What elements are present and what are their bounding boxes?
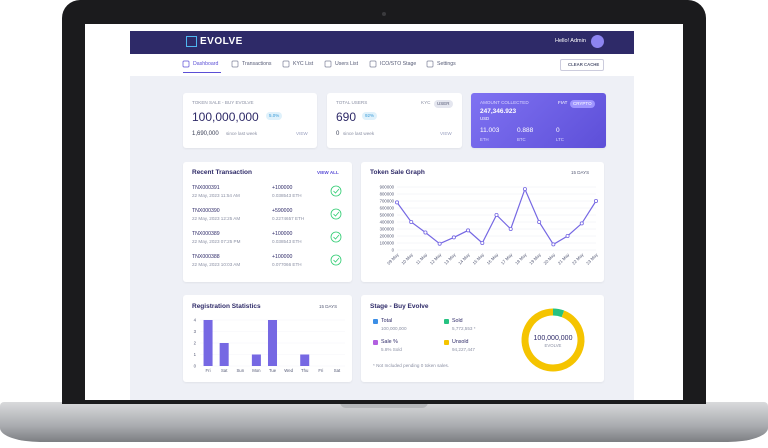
nav-tab[interactable]: ICO/STO Stage xyxy=(380,61,417,67)
change-note: since last week xyxy=(226,131,258,136)
transaction-tokens: +100000 xyxy=(272,254,293,260)
range-select[interactable]: 15 DAYS xyxy=(571,170,590,175)
view-all-link[interactable]: VIEW ALL xyxy=(317,170,339,175)
view-link[interactable]: VIEW xyxy=(296,131,308,136)
transaction-amount: 0.038543 ETH xyxy=(272,193,302,198)
toggle-option-active[interactable]: USER xyxy=(434,100,453,108)
transaction-tokens: +100000 xyxy=(272,185,293,191)
legend-value: 5,772,553 * xyxy=(452,326,476,331)
change-value: 0 xyxy=(336,131,340,137)
toggle-option[interactable]: FIAT xyxy=(558,100,568,105)
amount-total: 247,346.923 xyxy=(480,108,517,115)
change-value: 1,690,000 xyxy=(192,131,219,137)
token-sale-card xyxy=(183,93,317,148)
currency-amount: 0.888 xyxy=(517,127,534,134)
legend-name: Sold xyxy=(452,318,463,324)
transaction-tokens: +100000 xyxy=(272,231,293,237)
toggle-option[interactable]: KYC xyxy=(421,100,431,105)
currency-amount: 0 xyxy=(556,127,560,134)
token-amount: 100,000,000 xyxy=(192,110,259,124)
currency-amount: 11.003 xyxy=(480,127,500,134)
amount-unit: USD xyxy=(480,116,490,121)
card-title: Recent Transaction xyxy=(192,169,252,176)
badge: 92% xyxy=(362,112,378,120)
user-count: 690 xyxy=(336,110,357,124)
transaction-date: 22 May, 2023 12:25 AM xyxy=(192,216,241,221)
avatar[interactable] xyxy=(591,35,604,48)
currency-unit: ETH xyxy=(480,137,489,142)
legend-name: Unsold xyxy=(452,339,469,345)
card-title: AMOUNT COLLECTED xyxy=(480,100,529,105)
transaction-id: TNX000389 xyxy=(192,231,220,237)
transaction-amount: 0.038543 ETH xyxy=(272,239,302,244)
greeting: Hello! Admin xyxy=(555,38,586,44)
logo-text: EVOLVE xyxy=(200,36,243,47)
transaction-date: 22 May, 2023 10:03 AM xyxy=(192,262,241,267)
nav-tab[interactable]: Users List xyxy=(335,61,359,67)
transaction-date: 22 May, 2023 11:54 AM xyxy=(192,193,240,198)
clear-cache-label[interactable]: CLEAR CACHE xyxy=(568,62,600,67)
recent-transactions-card xyxy=(183,162,352,282)
legend-value: 94,227,447 xyxy=(452,347,475,352)
camera xyxy=(382,12,386,16)
toggle-option-active[interactable]: CRYPTO xyxy=(570,100,595,108)
logo-icon xyxy=(186,36,197,47)
footnote: * Not Included pending 0 token sales. xyxy=(373,363,450,368)
card-title: Token Sale Graph xyxy=(370,169,425,176)
nav-tab[interactable]: Settings xyxy=(437,61,456,67)
transaction-id: TNX000391 xyxy=(192,185,220,191)
laptop-notch xyxy=(340,402,428,408)
change-note: since last week xyxy=(343,131,375,136)
currency-unit: BTC xyxy=(517,137,526,142)
tab-underline xyxy=(183,72,221,73)
laptop-base xyxy=(0,402,768,442)
transaction-amount: 0.077066 ETH xyxy=(272,262,302,267)
transaction-tokens: +590000 xyxy=(272,208,293,214)
card-title: TOKEN SALE - BUY EVOLVE xyxy=(192,100,254,105)
view-link[interactable]: VIEW xyxy=(440,131,452,136)
clear-cache-button[interactable] xyxy=(560,59,604,71)
currency-unit: LTC xyxy=(556,137,564,142)
badge: 5.0% xyxy=(266,112,283,120)
transaction-id: TNX000390 xyxy=(192,208,220,214)
card-title: Stage - Buy Evolve xyxy=(370,303,429,310)
legend-value: 100,000,000 xyxy=(381,326,407,331)
legend-name: Total xyxy=(381,318,393,324)
card-title: TOTAL USERS xyxy=(336,100,368,105)
header-bar xyxy=(130,31,634,54)
nav-tab[interactable]: Dashboard xyxy=(193,61,219,67)
nav-tab[interactable]: Transactions xyxy=(242,61,272,67)
range-select[interactable]: 15 DAYS xyxy=(319,304,338,309)
transaction-amount: 0.2274657 ETH xyxy=(272,216,305,221)
legend-name: Sale % xyxy=(381,339,398,345)
card-title: Registration Statistics xyxy=(192,303,261,310)
nav-tab[interactable]: KYC List xyxy=(293,61,314,67)
transaction-date: 22 May, 2023 07:25 PM xyxy=(192,239,241,244)
transaction-id: TNX000388 xyxy=(192,254,220,260)
legend-value: 5.8% Sold xyxy=(381,347,402,352)
